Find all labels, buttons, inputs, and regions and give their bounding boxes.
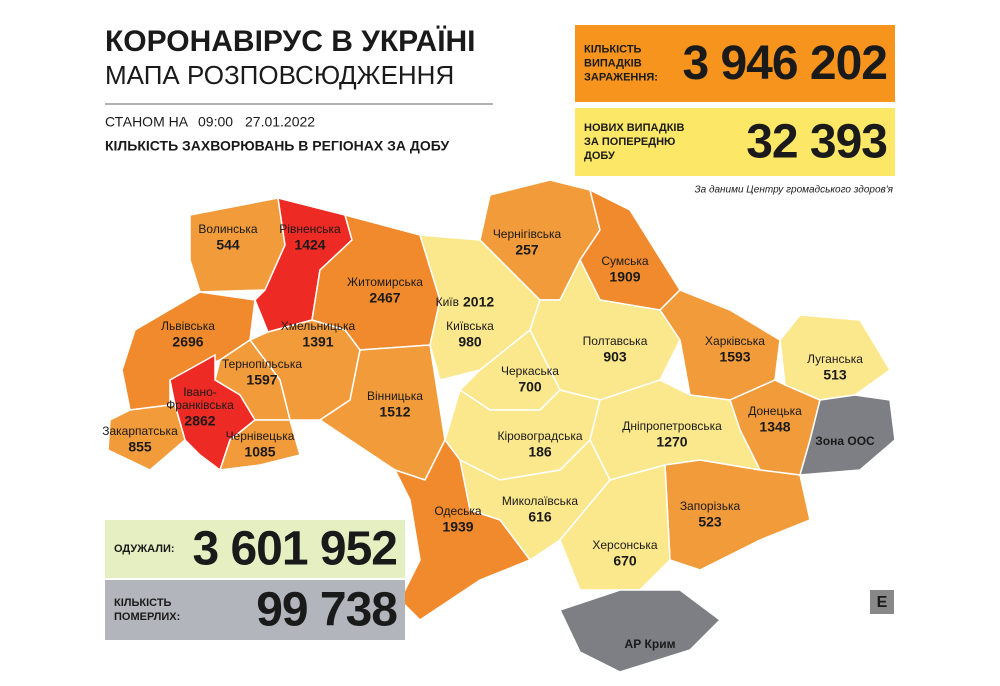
title: КОРОНАВІРУС В УКРАЇНІ [105, 25, 476, 58]
region-value: 513 [823, 367, 847, 383]
region-value: 700 [518, 379, 542, 395]
time: 09:00 [198, 114, 233, 130]
region-name: Донецька [748, 404, 802, 418]
date: 27.01.2022 [245, 114, 315, 130]
region-shape [218, 419, 301, 471]
region-name: Львівська [161, 319, 215, 333]
region-value: 616 [528, 509, 552, 525]
region-name: Київська [446, 319, 494, 333]
region-shape [107, 404, 186, 471]
zone-shape [798, 394, 896, 476]
region-value: 1593 [719, 349, 750, 365]
region-name: Полтавська [583, 334, 648, 348]
region-value: 1512 [379, 404, 410, 420]
region-name: Херсонська [592, 538, 658, 552]
stat-box [105, 520, 405, 578]
region-shape [393, 438, 532, 621]
region-value: 2696 [172, 334, 203, 350]
region-value: 186 [528, 444, 552, 460]
region-value: 1348 [759, 419, 790, 435]
region-value: 855 [128, 439, 152, 455]
stat-label: ПОМЕРЛИХ: [114, 611, 180, 623]
stat-label: ВИПАДКІВ [584, 57, 642, 69]
stat-box [105, 580, 405, 640]
stat-box [575, 108, 895, 176]
region-name: Франківська [166, 398, 234, 412]
region-name: Кіровоградська [497, 429, 582, 443]
region-name: Одеська [434, 504, 482, 518]
region-value: 670 [613, 553, 637, 569]
stat-box [575, 25, 895, 102]
region-name: Вінницька [367, 389, 423, 403]
region-name: Рівненська [279, 222, 341, 236]
region-value: 1424 [294, 237, 325, 253]
region-name: Луганська [807, 352, 863, 366]
region-value: 1939 [442, 519, 473, 535]
caption: КІЛЬКІСТЬ ЗАХВОРЮВАНЬ В РЕГІОНАХ ЗА ДОБУ [105, 138, 449, 154]
region-name: Дніпропетровська [622, 419, 722, 433]
subtitle: МАПА РОЗПОВСЮДЖЕННЯ [105, 60, 454, 90]
stat-label: ОДУЖАЛИ: [114, 543, 175, 555]
stat-value: 3 946 202 [682, 37, 887, 90]
date-prefix: СТАНОМ НА [105, 114, 189, 130]
region-value: 1597 [246, 372, 277, 388]
stat-label: ЗАРАЖЕННЯ: [584, 71, 658, 83]
stat-label: НОВИХ ВИПАДКІВ [584, 122, 684, 134]
region-name: Сумська [601, 254, 649, 268]
stat-label: КІЛЬКІСТЬ [114, 597, 172, 609]
stat-value: 32 393 [746, 116, 887, 169]
region-value: 1391 [302, 334, 333, 350]
region-name: Чернівецька [226, 429, 295, 443]
logo-box [870, 590, 894, 614]
zone-label: Зона ООС [815, 434, 875, 448]
region-value: 2862 [184, 413, 215, 429]
source: За даними Центру громадського здоров'я [694, 185, 893, 196]
zone-shape [558, 589, 722, 673]
map [107, 179, 896, 673]
region-name: Чернігівська [493, 227, 562, 241]
region-shape [664, 459, 811, 571]
region-name: Київ [436, 295, 459, 309]
region-name: Миколаївська [502, 494, 579, 508]
region-name: Волинська [198, 222, 258, 236]
region-value: 1270 [656, 434, 687, 450]
region-value: 523 [698, 514, 722, 530]
logo: E [877, 594, 888, 611]
region-value: 257 [515, 242, 539, 258]
region-name: Івано- [183, 385, 217, 399]
region-value: 544 [216, 237, 240, 253]
region-name: Тернопільська [222, 357, 302, 371]
region-name: Харківська [705, 334, 765, 348]
region-value: 903 [603, 349, 627, 365]
region-name: Черкаська [501, 364, 559, 378]
stat-label: ЗА ПОПЕРЕДНЮ [584, 136, 675, 148]
zone-label: АР Крим [625, 637, 676, 651]
region-value: 2467 [369, 290, 400, 306]
stat-value: 99 738 [256, 584, 397, 637]
region-value: 1909 [609, 269, 640, 285]
region-name: Запорізька [680, 499, 741, 513]
region-value: 2012 [463, 294, 494, 310]
region-value: 980 [458, 334, 482, 350]
region-name: Хмельницька [281, 319, 356, 333]
stat-label: КІЛЬКІСТЬ [584, 43, 642, 55]
region-name: Закарпатська [102, 424, 178, 438]
stat-value: 3 601 952 [192, 523, 397, 576]
region-name: Житомирська [347, 275, 423, 289]
region-value: 1085 [244, 444, 275, 460]
stat-label: ДОБУ [584, 150, 615, 162]
